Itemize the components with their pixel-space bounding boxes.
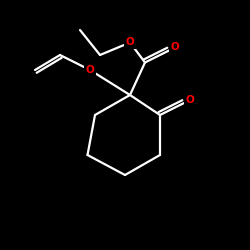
Text: O: O	[86, 65, 94, 75]
Text: O: O	[126, 38, 134, 48]
Text: O: O	[186, 95, 194, 105]
Text: O: O	[170, 42, 179, 52]
